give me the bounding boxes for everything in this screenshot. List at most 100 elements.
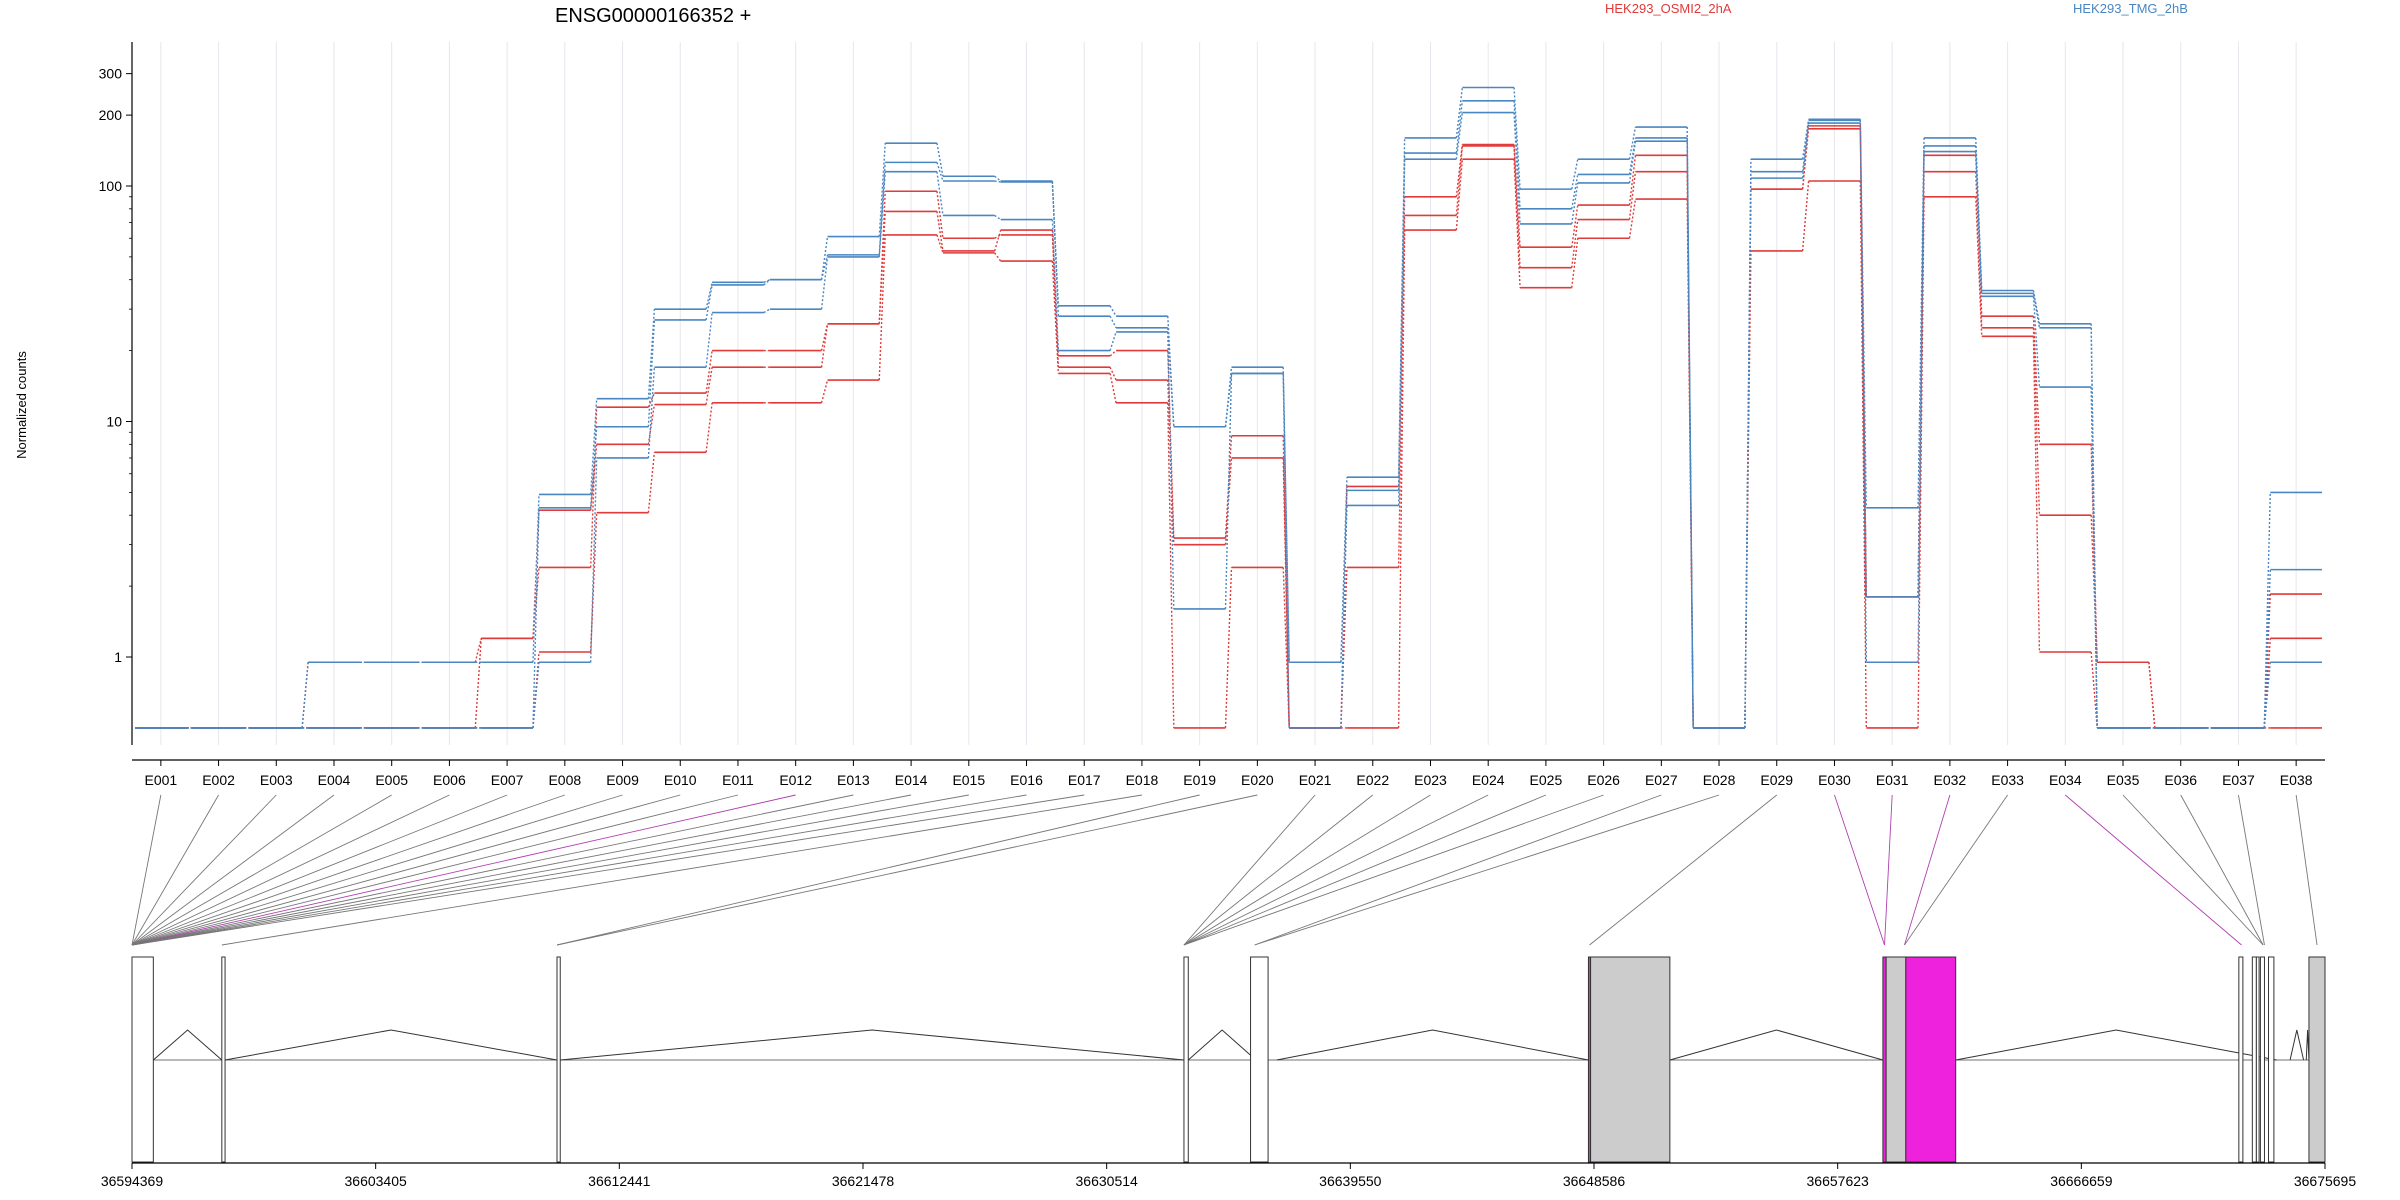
series-connector bbox=[705, 282, 713, 310]
series-connector bbox=[1801, 123, 1810, 179]
exon-connector bbox=[131, 794, 450, 946]
exon-connector bbox=[2295, 794, 2318, 946]
exon-connector bbox=[2122, 794, 2264, 946]
series-connector bbox=[1051, 219, 1060, 351]
exon-label: E004 bbox=[318, 772, 351, 788]
exon-label: E033 bbox=[1991, 772, 2024, 788]
exon-label: E018 bbox=[1126, 772, 1159, 788]
series-connector bbox=[820, 379, 829, 404]
exon-label: E005 bbox=[375, 772, 408, 788]
exon-block bbox=[2308, 956, 2326, 1163]
exon-connector bbox=[131, 794, 623, 946]
series-connector bbox=[589, 426, 598, 508]
exon-label: E031 bbox=[1876, 772, 1909, 788]
chart-title: ENSG00000166352 + bbox=[555, 5, 751, 27]
exon-connector bbox=[1904, 794, 1951, 946]
series-connector bbox=[1340, 490, 1348, 663]
exon-connector bbox=[2065, 794, 2242, 946]
genomic-tick-label: 36648586 bbox=[1563, 1173, 1626, 1189]
genomic-tick-label: 36666659 bbox=[2050, 1173, 2113, 1189]
series-connector bbox=[1628, 126, 1637, 160]
series-connector bbox=[820, 236, 829, 280]
exon-connector bbox=[1834, 794, 1885, 946]
series-connector bbox=[1282, 567, 1290, 728]
series-connector bbox=[1109, 315, 1117, 329]
series-connector bbox=[1167, 327, 1175, 427]
series-connector bbox=[1859, 181, 1868, 728]
series-connector bbox=[936, 211, 944, 252]
series-connector bbox=[1513, 112, 1521, 224]
exon-label: E034 bbox=[2049, 772, 2082, 788]
exon-connector bbox=[131, 794, 681, 946]
exon-connector bbox=[131, 794, 162, 946]
exon-label: E016 bbox=[1010, 772, 1043, 788]
series-connector bbox=[1224, 373, 1233, 427]
series-connector bbox=[532, 507, 540, 728]
exon-label: E022 bbox=[1356, 772, 1389, 788]
series-connector bbox=[1801, 180, 1810, 251]
series-connector bbox=[2263, 662, 2271, 728]
exon-block bbox=[221, 956, 226, 1163]
exon-block bbox=[1885, 956, 1907, 1163]
legend-entry-osmi: HEK293_OSMI2_2hA bbox=[1605, 1, 1732, 16]
series-connector bbox=[2032, 293, 2041, 328]
series-connector bbox=[936, 162, 944, 182]
exon-connector bbox=[1884, 794, 1893, 946]
exon-label: E003 bbox=[260, 772, 293, 788]
series-connector bbox=[878, 162, 886, 255]
series-connector bbox=[820, 323, 829, 368]
exon-connector bbox=[556, 794, 1258, 946]
series-connector bbox=[763, 308, 771, 314]
series-connector bbox=[1455, 159, 1464, 231]
exon-connector bbox=[131, 794, 969, 946]
series-connector bbox=[820, 256, 829, 310]
exon-connector bbox=[131, 794, 277, 946]
intron bbox=[1955, 1029, 2277, 1061]
series-connector bbox=[2032, 296, 2041, 388]
series-connector bbox=[705, 284, 713, 321]
series-connector bbox=[589, 512, 598, 653]
exon-label: E024 bbox=[1472, 772, 1505, 788]
series-connector bbox=[474, 638, 482, 663]
series-connector bbox=[1917, 196, 1925, 728]
series-connector bbox=[1975, 171, 1983, 328]
series-connector bbox=[994, 180, 1001, 183]
exon-block bbox=[1905, 956, 1957, 1163]
series-connector bbox=[474, 638, 482, 728]
series-connector bbox=[705, 350, 713, 394]
series-connector bbox=[1455, 100, 1464, 154]
exon-connector bbox=[131, 794, 1027, 946]
exon-label: E008 bbox=[548, 772, 581, 788]
series-connector bbox=[936, 171, 944, 216]
intron bbox=[560, 1029, 1185, 1061]
exon-block bbox=[131, 956, 154, 1163]
exon-label: E036 bbox=[2164, 772, 2197, 788]
series-connector bbox=[705, 312, 713, 368]
series-connector bbox=[1628, 155, 1637, 206]
series-connector bbox=[1744, 178, 1752, 728]
series-connector bbox=[1513, 145, 1521, 268]
series-connector bbox=[589, 444, 598, 511]
exon-connector bbox=[556, 794, 1200, 946]
exon-label: E007 bbox=[491, 772, 524, 788]
series-connector bbox=[993, 229, 1002, 252]
y-axis: 1 10 100 200 300 bbox=[99, 42, 133, 745]
series-connector bbox=[1571, 159, 1579, 190]
series-connector bbox=[1571, 174, 1579, 209]
series-connector bbox=[2148, 662, 2156, 728]
exon-connector bbox=[1589, 794, 1778, 946]
series-connector bbox=[2263, 569, 2271, 728]
exon-block bbox=[556, 956, 561, 1163]
exon-block bbox=[2268, 956, 2275, 1163]
exon-label: E020 bbox=[1241, 772, 1274, 788]
series-connector bbox=[647, 452, 656, 513]
series-connector bbox=[2263, 638, 2271, 728]
series-connector bbox=[994, 214, 1002, 221]
series-connector bbox=[2263, 492, 2271, 728]
series-connector bbox=[994, 252, 1002, 262]
series-connector bbox=[647, 309, 656, 399]
series-connector bbox=[994, 175, 1002, 182]
exon-block bbox=[2251, 956, 2257, 1163]
y-axis-label: Normalized counts bbox=[14, 351, 29, 459]
series-connector bbox=[532, 662, 540, 728]
